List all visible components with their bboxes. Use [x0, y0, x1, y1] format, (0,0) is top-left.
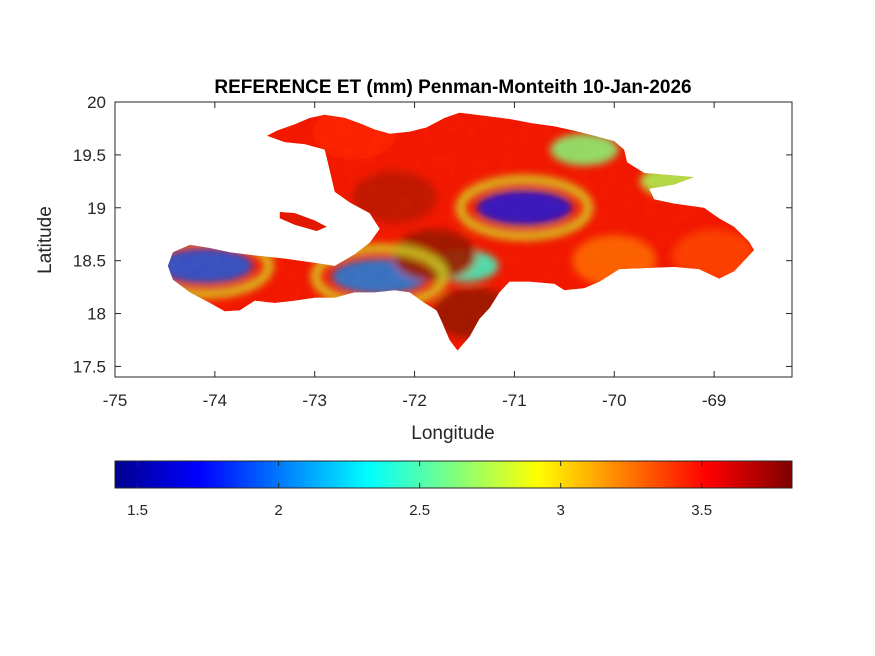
x-tick-label: -74 — [203, 391, 228, 410]
x-tick-label: -72 — [402, 391, 427, 410]
y-tick-label: 17.5 — [73, 357, 106, 376]
x-tick-label: -75 — [103, 391, 128, 410]
x-tick-label: -73 — [302, 391, 327, 410]
y-axis-ticks: 20 19.5 19 18.5 18 17.5 — [73, 93, 792, 376]
y-axis-label: Latitude — [35, 206, 56, 274]
colorbar-tick-label: 2 — [274, 502, 282, 519]
y-tick-label: 19.5 — [73, 146, 106, 165]
y-tick-label: 19 — [87, 199, 106, 218]
x-tick-label: -71 — [502, 391, 527, 410]
x-axis-label: Longitude — [411, 423, 494, 444]
chart-title: REFERENCE ET (mm) Penman-Monteith 10-Jan… — [214, 77, 691, 98]
y-tick-label: 18 — [87, 305, 106, 324]
colorbar-tick-label: 2.5 — [409, 502, 430, 519]
x-axis-ticks: -75 -74 -73 -72 -71 -70 -69 — [103, 102, 727, 410]
y-tick-label: 20 — [87, 93, 106, 112]
colorbar-tick-label: 3.5 — [691, 502, 712, 519]
colorbar-tick-label: 3 — [557, 502, 565, 519]
x-tick-label: -69 — [702, 391, 727, 410]
colorbar-ticks: 1.5 2 2.5 3 3.5 — [127, 461, 712, 519]
colorbar-tick-label: 1.5 — [127, 502, 148, 519]
x-tick-label: -70 — [602, 391, 627, 410]
y-tick-label: 18.5 — [73, 252, 106, 271]
colorbar — [114, 460, 793, 489]
